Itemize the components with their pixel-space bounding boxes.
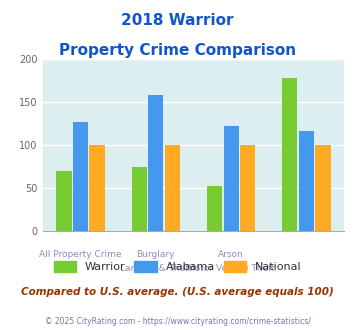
Text: Compared to U.S. average. (U.S. average equals 100): Compared to U.S. average. (U.S. average … — [21, 287, 334, 297]
Bar — [165, 145, 180, 231]
Bar — [224, 126, 239, 231]
Bar — [73, 122, 88, 231]
Text: Property Crime Comparison: Property Crime Comparison — [59, 43, 296, 58]
Bar — [207, 185, 222, 231]
Bar — [148, 95, 163, 231]
Text: Arson: Arson — [218, 250, 244, 259]
Bar — [56, 171, 72, 231]
Bar — [89, 145, 105, 231]
Bar — [132, 167, 147, 231]
Bar — [282, 78, 297, 231]
Bar — [315, 145, 331, 231]
Text: © 2025 CityRating.com - https://www.cityrating.com/crime-statistics/: © 2025 CityRating.com - https://www.city… — [45, 317, 310, 326]
Text: Burglary: Burglary — [137, 250, 175, 259]
Legend: Warrior, Alabama, National: Warrior, Alabama, National — [49, 256, 306, 277]
Text: Larceny & Theft: Larceny & Theft — [120, 264, 192, 273]
Text: Motor Vehicle Theft: Motor Vehicle Theft — [187, 264, 275, 273]
Bar — [240, 145, 255, 231]
Text: All Property Crime: All Property Crime — [39, 250, 122, 259]
Bar — [299, 131, 314, 231]
Text: 2018 Warrior: 2018 Warrior — [121, 13, 234, 28]
